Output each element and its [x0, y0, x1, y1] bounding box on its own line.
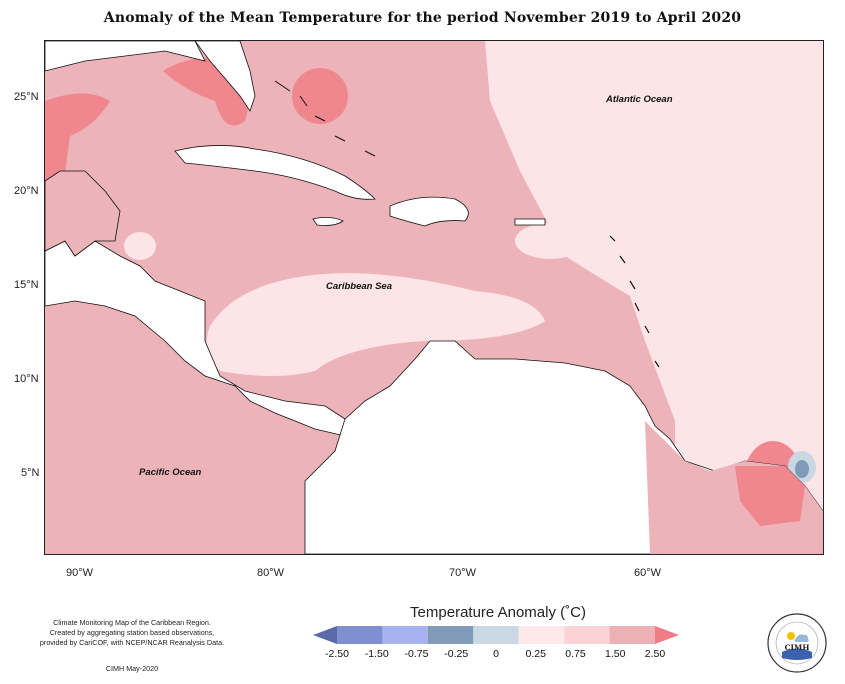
land-jamaica	[312, 217, 344, 226]
land-guianas-shade-warm	[735, 466, 805, 526]
credits-line-3: provided by CariCOF, with NCEP/NCAR Rean…	[39, 638, 225, 647]
legend-tick-label: 0	[493, 648, 499, 660]
anomaly-warm-bahamas	[292, 68, 348, 124]
lon-label-80w: 80°W	[257, 567, 285, 579]
legend-tick-label: 0.25	[525, 648, 546, 660]
legend-cell-max	[655, 626, 679, 644]
credits-line-1: Climate Monitoring Map of the Caribbean …	[53, 618, 211, 627]
legend-cell	[382, 626, 428, 644]
lon-label-70w: 70°W	[449, 567, 477, 579]
lat-label-10n: 10°N	[14, 373, 39, 385]
legend-tick-label: -1.50	[364, 648, 389, 660]
temperature-anomaly-map	[44, 40, 824, 555]
label-caribbean-sea: Caribbean Sea	[326, 281, 392, 292]
legend-cell-min	[313, 626, 337, 644]
legend-colorbar	[313, 626, 679, 644]
land-bahamas	[274, 80, 376, 157]
legend-cell	[427, 626, 474, 644]
lat-label-5n: 5°N	[21, 467, 40, 479]
legend-tick-label: -0.25	[444, 648, 469, 660]
legend-tick-label: -0.75	[404, 648, 429, 660]
logo-text: CIMH	[785, 643, 810, 652]
cloud-icon	[794, 634, 809, 642]
land-lesser-antilles	[609, 235, 660, 368]
legend-tick-label: 0.75	[565, 648, 586, 660]
map-title: Anomaly of the Mean Temperature for the …	[103, 10, 742, 26]
sun-icon	[787, 632, 795, 640]
legend-cell	[518, 626, 565, 644]
legend-cell	[473, 626, 519, 644]
anomaly-light-atlantic-east	[645, 271, 710, 316]
legend-cell	[337, 626, 383, 644]
land-hispaniola	[389, 196, 469, 227]
anomaly-light-caribbean	[206, 273, 545, 376]
lat-label-25n: 25°N	[14, 91, 39, 103]
map-credits: Climate Monitoring Map of the Caribbean …	[22, 618, 242, 648]
lat-label-20n: 20°N	[14, 185, 39, 197]
lon-label-90w: 90°W	[66, 567, 94, 579]
land-gulf-coast	[45, 41, 206, 72]
legend-title: Temperature Anomaly (˚C)	[410, 604, 586, 621]
land-florida	[194, 41, 256, 112]
wave-icon	[782, 648, 812, 660]
land-cuba	[174, 145, 376, 200]
anomaly-light-atlantic	[485, 41, 823, 554]
label-atlantic-ocean: Atlantic Ocean	[606, 94, 673, 105]
legend-cell	[564, 626, 610, 644]
legend-tick-label: -2.50	[325, 648, 349, 660]
legend-cell	[609, 626, 655, 644]
land-yucatan	[45, 170, 121, 257]
label-pacific-ocean: Pacific Ocean	[139, 467, 202, 478]
anomaly-cool-spot-core	[795, 460, 809, 478]
anomaly-light-antilles	[515, 223, 585, 259]
credits-date: CIMH May-2020	[105, 664, 159, 673]
lat-label-15n: 15°N	[14, 279, 39, 291]
land-puerto-rico	[514, 218, 546, 226]
legend-tick-label: 1.50	[605, 648, 626, 660]
cimh-logo: CIMH	[767, 613, 827, 673]
anomaly-light-yucatan	[124, 232, 156, 260]
credits-line-2: Created by aggregating station based obs…	[49, 628, 215, 637]
legend-tick-label: 2.50	[644, 648, 666, 660]
lon-label-60w: 60°W	[634, 567, 662, 579]
